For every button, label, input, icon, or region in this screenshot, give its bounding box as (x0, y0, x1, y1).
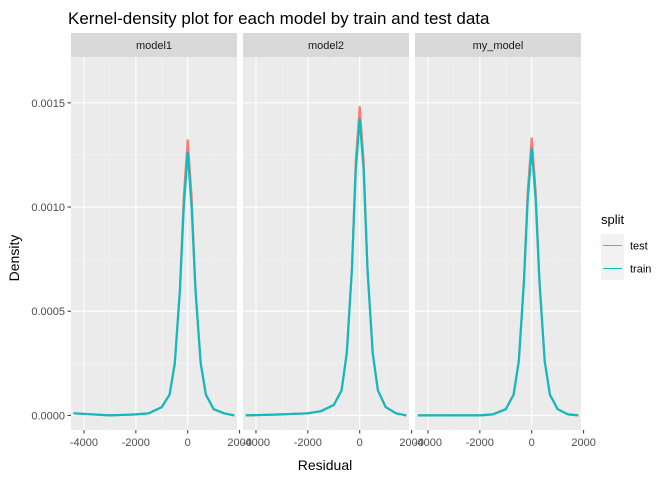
facet-strip (415, 33, 581, 57)
y-axis: 0.0000 0.0005 0.0010 0.0015 (31, 98, 71, 422)
facet-strip-label: model1 (136, 40, 172, 52)
panel-background (243, 57, 409, 430)
panel-background (415, 57, 581, 430)
x-tick-label: -2000 (294, 437, 322, 449)
legend: split test train (601, 212, 651, 280)
series-line-train (417, 147, 579, 417)
facet-strip (71, 33, 237, 57)
y-tick-label: 0.0000 (31, 410, 65, 422)
chart-title: Kernel-density plot for each model by tr… (68, 9, 490, 28)
x-tick-label: 0 (529, 437, 535, 449)
y-axis-label: Density (6, 235, 22, 282)
x-tick-label: 2000 (227, 437, 251, 449)
series-line-train (245, 118, 407, 417)
x-tick-label: 0 (357, 437, 363, 449)
y-tick-label: 0.0010 (31, 202, 65, 214)
facet-strip (243, 33, 409, 57)
legend-label-train: train (630, 264, 651, 276)
facet-panel: model1 -4000 -2000 0 2000 (70, 33, 252, 449)
x-tick-label: 2000 (399, 437, 423, 449)
y-tick-label: 0.0015 (31, 98, 65, 110)
facet-strip-label: model2 (308, 40, 344, 52)
x-axis-label: Residual (298, 457, 352, 473)
facet-strip-label: my_model (473, 40, 524, 52)
facet-panel: model2 -4000 -2000 0 2000 (242, 33, 424, 449)
legend-title: split (601, 212, 625, 227)
x-tick-label: -4000 (242, 437, 270, 449)
facet-panel: my_model -4000 -2000 0 2000 (414, 33, 596, 449)
x-tick-label: -4000 (70, 437, 98, 449)
x-tick-label: -4000 (414, 437, 442, 449)
x-tick-label: 2000 (571, 437, 595, 449)
series-line-train (73, 151, 235, 417)
panel-background (71, 57, 237, 430)
x-tick-label: -2000 (466, 437, 494, 449)
legend-label-test: test (630, 241, 648, 253)
x-tick-label: -2000 (122, 437, 150, 449)
y-tick-label: 0.0005 (31, 306, 65, 318)
x-tick-label: 0 (185, 437, 191, 449)
